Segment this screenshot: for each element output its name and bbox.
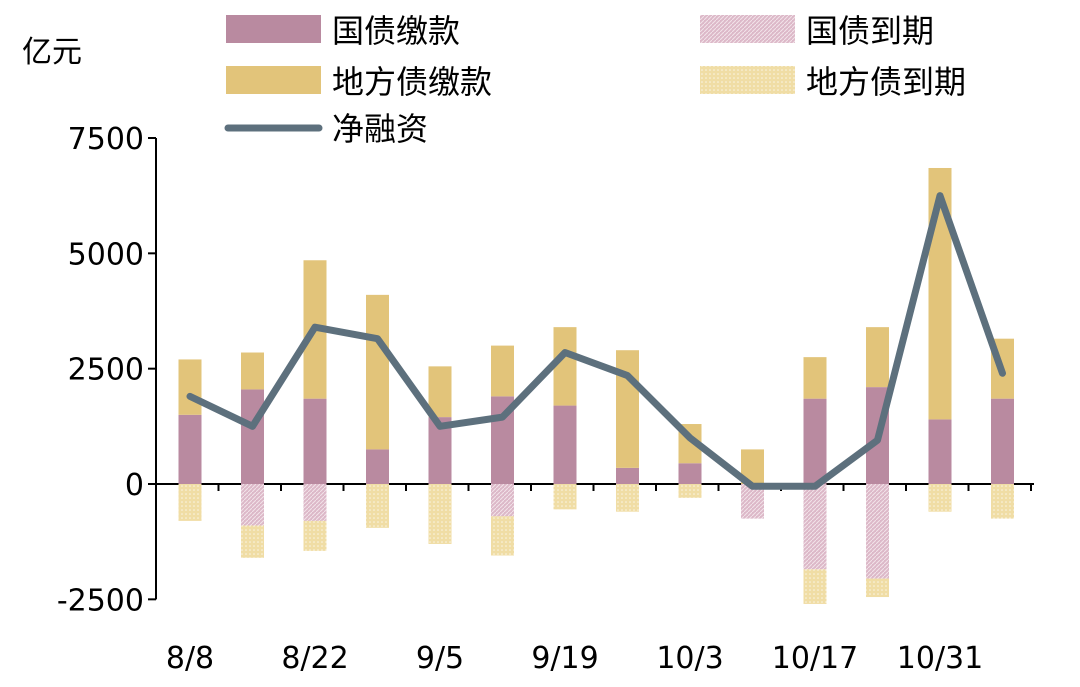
legend-label-地方债到期: 地方债到期 — [806, 63, 966, 101]
x-tick-label: 10/3 — [656, 641, 723, 676]
bar-国债到期-10/24 — [866, 484, 889, 579]
bar-地方债到期-10/31 — [928, 484, 952, 512]
x-tick-label: 8/22 — [281, 641, 348, 676]
point-净融资-8/29 — [376, 337, 379, 340]
bar-国债缴款-8/22 — [303, 398, 327, 484]
legend-swatch-地方债缴款 — [226, 66, 321, 94]
bar-地方债到期-8/22 — [303, 520, 327, 551]
point-净融资-8/22 — [314, 326, 316, 329]
x-tick-label: 9/5 — [416, 641, 464, 676]
point-净融资-9/19 — [564, 351, 566, 354]
bar-国债缴款-11/7 — [991, 398, 1014, 484]
point-净融资-10/3 — [689, 436, 691, 439]
point-净融资-11/7 — [1001, 372, 1004, 375]
x-tick-label: 10/31 — [897, 641, 983, 676]
y-tick-label: 2500 — [68, 353, 144, 388]
legend-swatch-地方债到期 — [700, 66, 795, 94]
bar-地方债缴款-10/10 — [741, 449, 764, 484]
point-净融资-10/10 — [751, 485, 754, 488]
bar-地方债到期-8/29 — [366, 484, 389, 528]
point-净融资-10/24 — [876, 439, 879, 442]
bar-国债到期-10/17 — [803, 484, 827, 570]
bar-国债缴款-10/31 — [928, 419, 952, 484]
bar-地方债到期-11/7 — [991, 484, 1014, 519]
bar-地方债到期-9/12 — [491, 516, 514, 556]
legend-label-国债缴款: 国债缴款 — [332, 12, 460, 50]
bar-地方债到期-10/3 — [678, 484, 702, 498]
bar-地方债到期-9/5 — [428, 484, 452, 544]
point-净融资-10/31 — [939, 194, 941, 197]
bar-地方债到期-10/24 — [866, 578, 889, 598]
line-净融资 — [186, 192, 1006, 490]
point-净融资-9/12 — [501, 416, 504, 419]
bar-地方债到期-10/17 — [803, 569, 827, 604]
bar-国债到期-10/10 — [741, 484, 764, 519]
bar-国债缴款-9/19 — [553, 405, 577, 484]
bar-地方债缴款-8/15 — [241, 352, 264, 390]
bar-国债缴款-8/15 — [241, 389, 264, 484]
bar-国债缴款-9/26 — [616, 467, 639, 484]
bar-国债到期-8/15 — [241, 484, 264, 526]
point-净融资-9/5 — [439, 425, 441, 428]
bar-国债缴款-8/8 — [178, 414, 202, 484]
y-tick-label: 7500 — [68, 122, 144, 157]
bar-地方债缴款-8/29 — [366, 294, 389, 450]
bar-国债缴款-10/3 — [678, 463, 702, 484]
bar-地方债缴款-9/5 — [428, 366, 452, 418]
bar-国债到期-8/22 — [303, 484, 327, 521]
x-tick-label: 10/17 — [772, 641, 858, 676]
legend-label-地方债缴款: 地方债缴款 — [332, 63, 492, 101]
legend-label-净融资: 净融资 — [332, 110, 428, 148]
y-tick-label: 5000 — [68, 237, 144, 272]
bar-国债到期-9/12 — [491, 484, 514, 517]
bar-国债缴款-9/5 — [428, 417, 452, 484]
bar-国债缴款-8/29 — [366, 449, 389, 484]
bar-地方债到期-9/19 — [553, 484, 577, 510]
y-tick-label: 0 — [125, 468, 144, 503]
y-tick-label: -2500 — [57, 583, 144, 618]
bar-地方债到期-8/8 — [178, 484, 202, 521]
legend-swatch-国债缴款 — [226, 15, 321, 43]
point-净融资-10/17 — [814, 485, 816, 488]
point-净融资-9/26 — [626, 374, 629, 377]
x-tick-label: 9/19 — [531, 641, 598, 676]
bar-地方债缴款-9/26 — [616, 350, 639, 468]
x-tick-label: 8/8 — [166, 641, 214, 676]
point-净融资-8/15 — [251, 425, 254, 428]
bar-地方债缴款-9/12 — [491, 345, 514, 397]
point-净融资-8/8 — [189, 395, 191, 398]
bar-地方债缴款-10/17 — [803, 357, 827, 399]
bar-地方债到期-8/15 — [241, 525, 264, 558]
bar-国债缴款-10/17 — [803, 398, 827, 484]
legend-swatch-国债到期 — [700, 15, 795, 43]
bar-地方债缴款-8/8 — [178, 359, 202, 415]
bar-地方债到期-9/26 — [616, 484, 639, 512]
y-axis-unit-label: 亿元 — [22, 35, 82, 70]
bar-地方债缴款-10/24 — [866, 327, 889, 388]
bar-地方债缴款-9/19 — [553, 327, 577, 406]
legend-label-国债到期: 国债到期 — [806, 12, 934, 50]
